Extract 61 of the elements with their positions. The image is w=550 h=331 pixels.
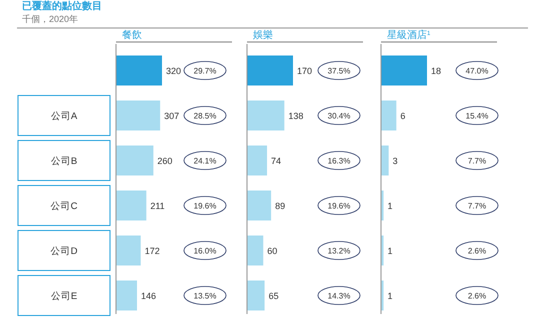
x-axis-title: 娛樂 [253, 29, 273, 41]
text: 28.5% [194, 112, 216, 120]
data-label: 3 [392, 156, 398, 166]
bar [381, 56, 427, 86]
bar [116, 146, 154, 176]
data-label: 320 [166, 66, 182, 76]
text: 19.6% [328, 202, 350, 210]
text: 13.2% [328, 246, 350, 256]
text: 2.6% [468, 246, 486, 256]
text: 37.5% [328, 66, 350, 76]
bar [116, 280, 137, 310]
data-label: 146 [140, 291, 156, 301]
bar [116, 236, 141, 266]
data-label: 211 [150, 201, 165, 211]
bar [116, 100, 160, 130]
bar [247, 56, 293, 86]
text: 15.4% [466, 112, 488, 120]
chart-subtitle: 千個，2020年 [22, 14, 78, 24]
bar [247, 190, 272, 220]
x-axis-title: 星級酒店$^{1}$ [387, 29, 431, 41]
data-label: 6 [400, 111, 406, 121]
text: 16.0% [194, 246, 216, 256]
x-axis-title: 餐飲 [122, 29, 142, 41]
data-label: 1 [388, 201, 393, 211]
text: 7.7% [468, 156, 486, 166]
bar [381, 146, 389, 176]
text: 24.1% [194, 156, 216, 166]
bar [247, 280, 265, 310]
chart-title: 已覆蓋的點位數目 [22, 0, 102, 12]
y-tick-label: 公司C [50, 200, 78, 212]
text: 7.7% [468, 202, 486, 210]
data-label: 1 [388, 291, 393, 301]
y-tick-label: 公司D [50, 245, 78, 257]
data-label: 1 [388, 246, 393, 256]
bar [247, 146, 268, 176]
data-label: 60 [267, 246, 278, 256]
text: 29.7% [194, 66, 216, 76]
bar [116, 190, 146, 220]
bar [247, 236, 264, 266]
data-label: 172 [144, 246, 160, 256]
text: 47.0% [466, 66, 488, 76]
data-label: 74 [271, 156, 282, 166]
text: 30.4% [328, 112, 350, 120]
bar [116, 56, 162, 86]
data-label: 170 [297, 66, 312, 76]
text: 13.5% [194, 292, 216, 300]
data-label: 65 [268, 291, 279, 301]
text: 16.3% [328, 156, 350, 166]
data-label: 89 [275, 201, 286, 211]
data-label: 18 [431, 66, 442, 76]
bar [381, 100, 396, 130]
y-tick-label: 公司A [50, 110, 78, 122]
y-tick-label: 公司E [50, 290, 78, 302]
text: 14.3% [328, 292, 350, 300]
y-tick-label: 公司B [50, 155, 78, 167]
bar [247, 100, 284, 130]
text: 2.6% [468, 292, 486, 300]
data-label: 307 [164, 111, 180, 121]
text: 19.6% [194, 202, 216, 210]
data-label: 138 [288, 111, 304, 121]
data-label: 260 [157, 156, 172, 166]
